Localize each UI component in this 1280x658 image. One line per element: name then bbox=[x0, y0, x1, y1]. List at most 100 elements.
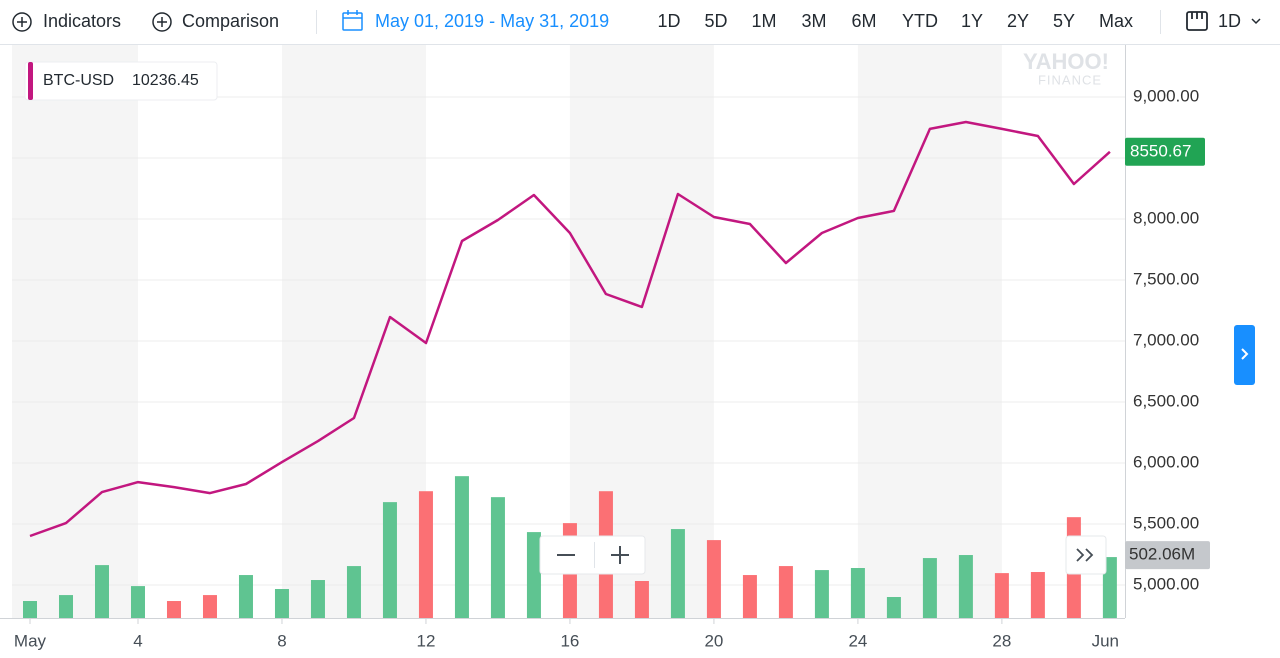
legend: BTC-USD 10236.45 bbox=[24, 61, 218, 101]
volume-bar bbox=[166, 601, 181, 618]
y-tick-label: 7,000.00 bbox=[1133, 331, 1199, 350]
y-tick-label: 7,500.00 bbox=[1133, 269, 1199, 288]
range-buttons: 1D 5D 1M 3M 6M YTD 1Y 2Y 5Y Max bbox=[657, 11, 1133, 31]
range-button[interactable]: 3M bbox=[801, 11, 826, 31]
calendar-icon bbox=[342, 12, 363, 31]
x-tick-label: 24 bbox=[848, 631, 867, 650]
x-tick-label: May bbox=[14, 631, 47, 650]
volume-bar bbox=[742, 575, 757, 618]
axis-labels: 5,000.00 5,500.00 6,000.00 6,500.00 7,000.00… bbox=[14, 86, 1210, 650]
week-band bbox=[857, 45, 1002, 618]
range-button[interactable]: Max bbox=[1099, 11, 1133, 31]
plus-icon bbox=[152, 12, 172, 32]
range-button[interactable]: 1D bbox=[657, 11, 680, 31]
range-button[interactable]: YTD bbox=[902, 11, 938, 31]
interval-label: 1D bbox=[1218, 11, 1241, 31]
x-tick-label: 16 bbox=[560, 631, 579, 650]
interval-button[interactable]: 1D bbox=[1186, 11, 1261, 31]
plus-icon bbox=[157, 17, 167, 27]
side-panel-toggle[interactable] bbox=[1234, 325, 1255, 385]
volume-bar bbox=[58, 595, 73, 618]
legend-value: 10236.45 bbox=[132, 72, 199, 89]
volume-bar bbox=[526, 532, 541, 618]
volume-bar bbox=[238, 575, 253, 618]
volume-bar bbox=[886, 597, 901, 618]
comparison-button[interactable]: Comparison bbox=[152, 11, 279, 32]
volume-bar bbox=[958, 555, 973, 618]
volume-bar bbox=[346, 566, 361, 618]
x-tick-label: 28 bbox=[992, 631, 1011, 650]
chevron-icon bbox=[1251, 18, 1261, 25]
volume-bar bbox=[454, 476, 469, 618]
plus-icon bbox=[17, 17, 27, 27]
button-box bbox=[1065, 535, 1107, 575]
legend-box bbox=[24, 61, 218, 101]
y-tick-label: 9,000.00 bbox=[1133, 86, 1199, 105]
volume-bar bbox=[274, 589, 289, 618]
plot bbox=[22, 120, 1117, 618]
volume-bar bbox=[418, 491, 433, 618]
range-button[interactable]: 2Y bbox=[1007, 11, 1029, 31]
x-tick-label: 20 bbox=[704, 631, 723, 650]
toggle-box bbox=[1234, 325, 1255, 385]
volume-bar bbox=[490, 497, 505, 618]
week-band bbox=[569, 45, 714, 618]
volume-bar bbox=[850, 568, 865, 618]
volume-bar bbox=[382, 502, 397, 618]
range-button[interactable]: 5Y bbox=[1053, 11, 1075, 31]
week-band bbox=[281, 45, 426, 618]
zoom-in[interactable] bbox=[611, 546, 629, 564]
legend-name: BTC-USD bbox=[43, 72, 114, 89]
indicators-button[interactable]: Indicators bbox=[12, 11, 121, 32]
volume-bar bbox=[94, 565, 109, 618]
toolbar: Indicators Comparison May 01, 2019 - May… bbox=[12, 10, 1261, 34]
date-range-label: May 01, 2019 - May 31, 2019 bbox=[375, 11, 609, 31]
interval-icon bbox=[1191, 12, 1203, 19]
volume-bar bbox=[670, 529, 685, 618]
volume-bar bbox=[130, 586, 145, 618]
chevron-icon bbox=[1241, 348, 1249, 360]
legend-swatch bbox=[28, 62, 33, 100]
calendar-icon bbox=[343, 10, 362, 19]
x-tick-label: 8 bbox=[277, 631, 286, 650]
y-tick-label: 6,500.00 bbox=[1133, 392, 1199, 411]
range-button[interactable]: 5D bbox=[704, 11, 727, 31]
x-tick-label: 4 bbox=[133, 631, 142, 650]
y-tick-label: 5,000.00 bbox=[1133, 575, 1199, 594]
zoom-box bbox=[539, 535, 646, 575]
y-tick-label: 5,500.00 bbox=[1133, 514, 1199, 533]
volume-bar bbox=[706, 540, 721, 618]
volume-bar bbox=[202, 595, 217, 618]
volume-bar bbox=[22, 601, 37, 618]
y-tick-label: 8,000.00 bbox=[1133, 208, 1199, 227]
range-button[interactable]: 1Y bbox=[961, 11, 983, 31]
range-button[interactable]: 6M bbox=[851, 11, 876, 31]
scroll-right-button[interactable] bbox=[1065, 535, 1107, 575]
date-range-button[interactable]: May 01, 2019 - May 31, 2019 bbox=[342, 10, 609, 31]
volume-bar bbox=[634, 580, 649, 618]
range-button[interactable]: 1M bbox=[751, 11, 776, 31]
watermark: YAHOO! bbox=[1023, 49, 1109, 74]
x-tick-label: 12 bbox=[416, 631, 435, 650]
indicators-label: Indicators bbox=[43, 11, 121, 31]
volume-bar bbox=[1102, 557, 1117, 618]
x-tick-label: Jun bbox=[1092, 631, 1119, 650]
volume-bar bbox=[310, 580, 325, 618]
price-line bbox=[29, 120, 1111, 538]
double-chevron bbox=[1076, 548, 1094, 562]
watermark: FINANCE bbox=[1038, 72, 1102, 87]
volume-label: 502.06M bbox=[1129, 545, 1195, 564]
volume-bar bbox=[778, 566, 793, 618]
value-badge bbox=[1125, 541, 1210, 570]
week-bands bbox=[12, 45, 1002, 618]
y-tick-label: 6,000.00 bbox=[1133, 453, 1199, 472]
volume-bar bbox=[1030, 572, 1045, 618]
volume-bar bbox=[994, 573, 1009, 618]
last-price-badge bbox=[1125, 137, 1205, 166]
volume-bar bbox=[922, 558, 937, 618]
zoom-controls bbox=[539, 535, 646, 575]
plus-icon bbox=[12, 12, 32, 32]
comparison-label: Comparison bbox=[182, 11, 279, 31]
